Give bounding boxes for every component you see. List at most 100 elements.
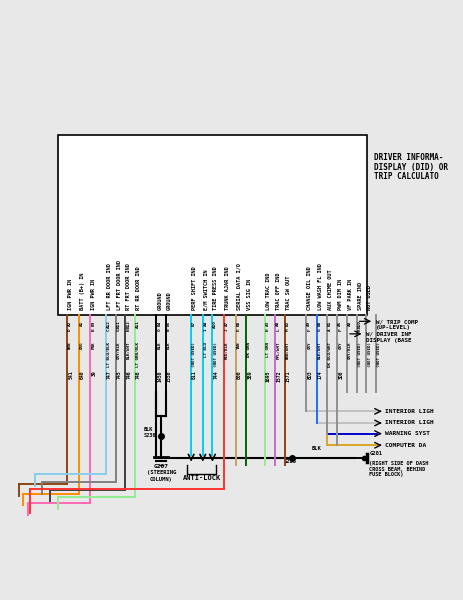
Text: (NOT USED): (NOT USED) <box>376 341 380 367</box>
Text: 39: 39 <box>91 371 96 376</box>
Text: A5: A5 <box>338 320 342 326</box>
Text: F: F <box>307 328 311 331</box>
Text: GRY/BLK: GRY/BLK <box>347 341 351 359</box>
Text: RT RR DOOR IND: RT RR DOOR IND <box>136 266 141 310</box>
Text: A12: A12 <box>106 320 111 328</box>
Text: (NOT USED): (NOT USED) <box>357 341 361 367</box>
Text: VF PARK IN: VF PARK IN <box>347 278 352 310</box>
Text: (RIGHT SIDE OF DASH
CROSS BEAM, BEHIND
FUSE BLOCK): (RIGHT SIDE OF DASH CROSS BEAM, BEHIND F… <box>369 461 428 478</box>
Text: A11: A11 <box>136 320 140 328</box>
Text: GROUND: GROUND <box>167 291 172 310</box>
Text: 640: 640 <box>80 371 85 379</box>
Text: 541: 541 <box>68 371 73 379</box>
Text: A3: A3 <box>265 320 269 326</box>
Text: B8: B8 <box>317 320 321 326</box>
Text: TRIP CALCULATO: TRIP CALCULATO <box>373 172 438 181</box>
Text: TRAC SW OUT: TRAC SW OUT <box>285 275 290 310</box>
Text: BRN/WHT: BRN/WHT <box>285 341 289 359</box>
Text: B1: B1 <box>327 320 331 326</box>
Text: LFT FRT DOOR IND: LFT FRT DOOR IND <box>116 260 121 310</box>
Text: A8: A8 <box>347 320 351 326</box>
Text: A7: A7 <box>225 320 229 326</box>
Text: P: P <box>338 328 342 331</box>
Text: B5: B5 <box>167 320 170 326</box>
Text: B12: B12 <box>126 320 130 328</box>
Text: K: K <box>357 328 361 331</box>
Text: DISPLAY (DID) OR: DISPLAY (DID) OR <box>373 163 447 172</box>
Text: BLK: BLK <box>311 446 320 451</box>
Text: W/ TRIP COMP
(UP-LEVEL): W/ TRIP COMP (UP-LEVEL) <box>375 319 417 330</box>
Text: 1450: 1450 <box>157 371 162 382</box>
Text: 746: 746 <box>126 371 131 379</box>
Text: A9: A9 <box>307 320 311 326</box>
Text: IGN PWR IN: IGN PWR IN <box>91 278 96 310</box>
Text: S230: S230 <box>144 433 156 437</box>
Text: DK GRN: DK GRN <box>247 341 251 356</box>
Bar <box>57 136 367 314</box>
Text: NOT USED: NOT USED <box>367 284 371 310</box>
Text: LOW TRAC IND: LOW TRAC IND <box>265 272 270 310</box>
Text: 3D8: 3D8 <box>338 371 343 379</box>
Text: GRY: GRY <box>338 341 342 349</box>
Text: BRN: BRN <box>68 341 72 349</box>
Text: 1695: 1695 <box>265 371 270 382</box>
Text: RT FRT DOOR IND: RT FRT DOOR IND <box>126 263 131 310</box>
Text: A: A <box>327 328 331 331</box>
Text: BLK/WHT: BLK/WHT <box>126 341 130 359</box>
Text: J: J <box>225 328 229 331</box>
Text: ORG: ORG <box>80 341 84 349</box>
Text: SPARE IND: SPARE IND <box>357 281 362 310</box>
Text: B11: B11 <box>116 320 120 328</box>
Text: B8: B8 <box>236 320 240 326</box>
Text: M: M <box>285 328 289 331</box>
Text: 1550: 1550 <box>167 371 172 382</box>
Text: G: G <box>116 328 120 331</box>
Text: COLUMN): COLUMN) <box>150 477 172 482</box>
Text: B: B <box>91 328 95 331</box>
Text: E: E <box>236 328 240 331</box>
Text: LFT RR DOOR IND: LFT RR DOOR IND <box>106 263 112 310</box>
Text: BLK: BLK <box>157 341 161 349</box>
Text: 1571: 1571 <box>285 371 290 382</box>
Text: 748: 748 <box>136 371 141 379</box>
Text: INTERIOR LIGH: INTERIOR LIGH <box>384 409 432 414</box>
Text: SERIAL DATA I/O: SERIAL DATA I/O <box>236 263 241 310</box>
Text: PWM DIM IN: PWM DIM IN <box>338 278 343 310</box>
Text: VSS SIG IN: VSS SIG IN <box>247 278 252 310</box>
Text: E/M SWITCH IN: E/M SWITCH IN <box>203 269 208 310</box>
Text: (NOT USED): (NOT USED) <box>367 341 370 367</box>
Text: GROUND: GROUND <box>157 291 162 310</box>
Text: PERF SHIFT IND: PERF SHIFT IND <box>192 266 197 310</box>
Text: B4: B4 <box>157 320 161 326</box>
Text: LT BLU/BLK: LT BLU/BLK <box>106 341 111 367</box>
Text: LT GRN: LT GRN <box>265 341 269 356</box>
Text: BLK: BLK <box>167 341 170 349</box>
Text: (STEERING: (STEERING <box>146 470 175 475</box>
Text: B10: B10 <box>357 320 361 328</box>
Text: AUX CHIME OUT: AUX CHIME OUT <box>327 269 332 310</box>
Text: LT BLU: LT BLU <box>203 341 207 356</box>
Text: W/ DRIVER INF
DISPLAY (BASE: W/ DRIVER INF DISPLAY (BASE <box>366 332 411 343</box>
Text: TIRE PRESS IND: TIRE PRESS IND <box>213 266 218 310</box>
Text: (NOT USED): (NOT USED) <box>213 341 217 367</box>
Text: B9: B9 <box>91 320 95 326</box>
Text: BLK: BLK <box>144 427 153 431</box>
Text: G: G <box>317 328 321 331</box>
Text: G207: G207 <box>153 464 168 469</box>
Text: CHANGE OIL IND: CHANGE OIL IND <box>307 266 312 310</box>
Text: 811: 811 <box>192 371 197 379</box>
Text: G201: G201 <box>369 451 382 456</box>
Text: A8: A8 <box>276 320 280 326</box>
Text: INTERIOR LIGH: INTERIOR LIGH <box>384 421 432 425</box>
Text: PPL/WHT: PPL/WHT <box>276 341 280 359</box>
Text: WARNING SYST: WARNING SYST <box>384 431 429 436</box>
Text: A1: A1 <box>80 320 84 326</box>
Text: BLK/WHT: BLK/WHT <box>317 341 321 359</box>
Text: I: I <box>203 328 207 331</box>
Text: ANTI-LOCK: ANTI-LOCK <box>182 475 220 481</box>
Text: 1572: 1572 <box>276 371 281 382</box>
Text: COMPUTER DA: COMPUTER DA <box>384 443 425 448</box>
Text: A2: A2 <box>68 320 72 326</box>
Text: TRAC OFF IND: TRAC OFF IND <box>276 272 281 310</box>
Text: 174: 174 <box>317 371 322 379</box>
